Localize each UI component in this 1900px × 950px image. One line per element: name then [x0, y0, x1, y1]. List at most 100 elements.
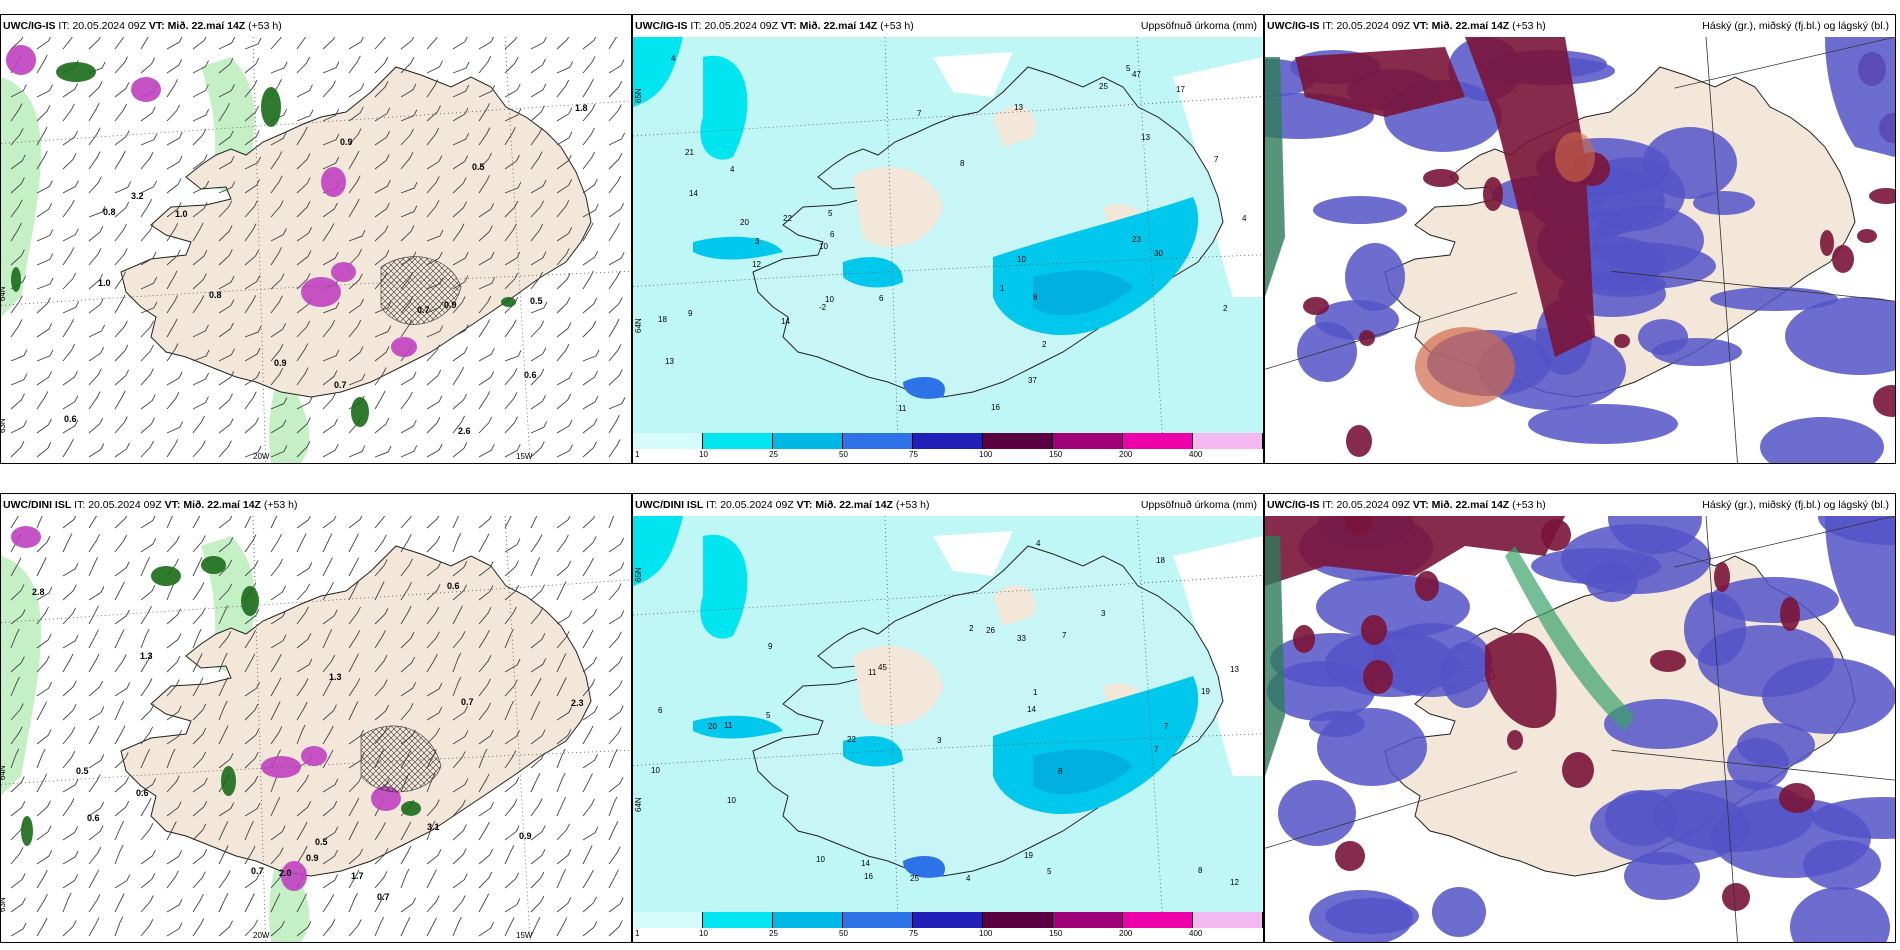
mid-cloud — [1803, 840, 1881, 890]
wind-barb — [218, 299, 235, 314]
mid-cloud — [1762, 658, 1895, 734]
mid-cloud — [1605, 790, 1677, 846]
wind-barb — [608, 59, 625, 74]
wind-barb — [400, 205, 418, 218]
wind-barb — [322, 370, 338, 386]
lead-time: (+53 h) — [248, 20, 282, 32]
wind-barb — [556, 273, 571, 290]
wind-barb — [192, 582, 205, 601]
wind-barb — [10, 177, 25, 194]
wind-barb — [36, 418, 52, 434]
wind-barb — [192, 535, 206, 553]
precip-value: 11 — [724, 721, 733, 730]
wind-barb — [348, 678, 361, 697]
wind-barb — [348, 198, 360, 218]
wind-barb — [296, 126, 308, 146]
wind-barb — [88, 894, 101, 913]
wind-barb — [270, 610, 287, 625]
wind-barb — [36, 349, 54, 362]
wind-barb — [114, 82, 130, 98]
wind-barb — [140, 703, 155, 721]
value-labels: 0.9 0.7 0.8 1.0 3.2 0.9 0.5 0.6 0.7 0.5 0.8 1.8 2.6 1… — [64, 103, 588, 436]
wind-barb — [62, 343, 76, 362]
wind-barb — [452, 251, 469, 266]
wind-barb — [140, 918, 154, 937]
wind-barb — [10, 84, 27, 98]
wind-barb — [556, 534, 569, 553]
lon-label: 15W — [516, 452, 533, 461]
precip-value: 11 — [868, 668, 877, 677]
wind-barb — [218, 440, 232, 458]
wind-barb — [608, 104, 622, 122]
wind-barb — [556, 393, 572, 410]
lead-time: (+53 h) — [1512, 499, 1546, 511]
precip-value: 22 — [847, 735, 856, 744]
wind-barb — [10, 584, 25, 601]
colorbar-label: 25 — [769, 929, 778, 938]
wind-barb — [218, 57, 234, 74]
wind-barb — [36, 180, 53, 194]
wind-barb — [374, 249, 390, 266]
wind-barb — [62, 318, 75, 338]
wind-barb — [88, 706, 105, 721]
no-precip-area — [933, 531, 1263, 776]
wind-barb — [530, 37, 547, 50]
mid-cloud — [1785, 297, 1895, 375]
wind-barb — [36, 586, 53, 601]
wind-barb — [582, 869, 594, 889]
wind-barb — [10, 656, 25, 673]
colorbar-label: 100 — [979, 929, 993, 938]
wind-barb — [608, 343, 622, 362]
wind-barb — [478, 801, 495, 817]
high-cloud — [1869, 188, 1895, 204]
precip-value: 14 — [781, 317, 790, 326]
panel-precip-row1: UWC/IG-IS IT: 20.05.2024 09Z VT: Mið. 22… — [632, 14, 1264, 464]
wind-map: 0.9 0.7 0.8 1.0 3.2 0.9 0.5 0.6 0.7 0.5 0.8 1.8 2.6 1… — [1, 37, 631, 463]
wind-barb — [426, 200, 440, 218]
grid-line — [1705, 516, 1738, 942]
wind-barb — [296, 440, 311, 458]
wind-barb — [608, 705, 624, 721]
wind-barb — [426, 325, 444, 338]
wind-barb — [296, 516, 311, 529]
wind-barb — [140, 301, 158, 314]
wind-barb — [296, 37, 307, 50]
wind-barb — [114, 201, 130, 218]
precip-value: 7 — [1164, 722, 1169, 731]
wind-barb — [244, 820, 254, 841]
wind-barb — [400, 181, 418, 194]
wind-barb — [62, 920, 77, 937]
high-cloud — [1562, 752, 1594, 788]
wind-barb — [192, 180, 210, 194]
wind-barb — [244, 57, 260, 74]
wind-barb — [556, 296, 571, 314]
wind-barb — [426, 682, 443, 697]
wind-barb — [556, 343, 570, 362]
precip-value: 10 — [651, 766, 660, 775]
precip-value: 5 — [1047, 867, 1052, 876]
wind-barb — [36, 297, 51, 314]
wind-barb — [114, 700, 125, 721]
wind-barb — [10, 103, 23, 122]
wind-barb — [374, 202, 390, 218]
wind-barb — [400, 225, 415, 242]
wind-barb — [192, 222, 204, 242]
model-name: UWC/DINI ISL — [635, 499, 704, 511]
wind-barb — [322, 918, 336, 937]
colorbar-segment — [1123, 912, 1193, 928]
wind-barb — [374, 445, 392, 458]
mid-cloud — [1325, 631, 1457, 697]
mid-cloud — [1432, 887, 1486, 937]
wind-barb — [296, 583, 311, 601]
wind-barb — [478, 729, 494, 745]
wind-barb — [218, 225, 233, 242]
precip-value: 12 — [752, 260, 761, 269]
wind-barb — [10, 295, 23, 314]
wind-barb — [166, 270, 178, 290]
mid-cloud — [1825, 516, 1895, 636]
wind-barb — [62, 607, 77, 625]
wind-barb — [348, 869, 360, 889]
wind-barb — [348, 557, 360, 577]
colorbar-label: 25 — [769, 450, 778, 459]
colorbar-segment — [633, 912, 703, 928]
